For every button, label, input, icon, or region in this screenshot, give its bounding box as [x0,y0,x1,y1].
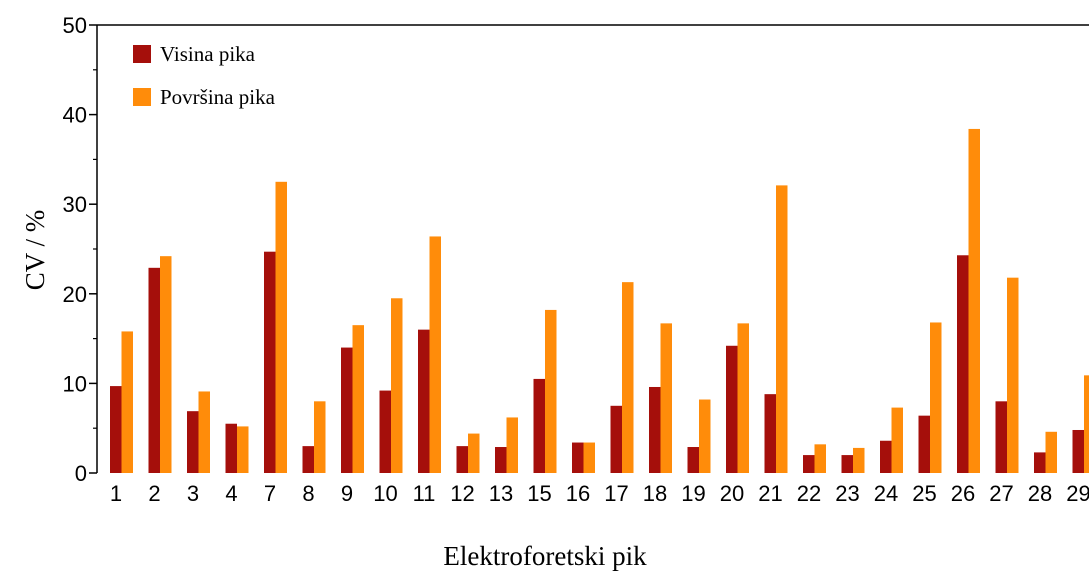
bar [764,394,776,473]
bar [418,329,430,473]
bar [1034,452,1046,473]
x-tick-label: 16 [566,481,590,506]
bar [391,298,403,473]
x-tick-label: 4 [225,481,237,506]
bar [225,423,237,473]
x-tick-label: 25 [912,481,936,506]
x-tick-label: 10 [373,481,397,506]
x-axis-title: Elektroforetski pik [443,541,647,571]
y-tick-label: 50 [63,13,87,38]
bar [429,236,441,473]
x-tick-label: 21 [758,481,782,506]
x-tick-label: 28 [1028,481,1052,506]
bar [968,128,980,473]
x-tick-label: 26 [951,481,975,506]
bar [699,399,711,473]
y-tick-label: 40 [63,103,87,128]
bar [352,325,364,473]
y-tick-label: 30 [63,192,87,217]
bar [726,345,738,473]
legend-swatch [133,45,151,63]
x-tick-label: 13 [489,481,513,506]
bar [341,347,353,473]
bar [610,405,622,473]
bar [456,446,468,473]
bar [957,255,969,473]
bar [930,322,942,473]
bar [583,442,595,473]
bar [572,442,584,473]
bar [737,323,749,473]
x-tick-label: 8 [302,481,314,506]
x-tick-label: 24 [874,481,898,506]
bar [495,447,507,473]
bar [302,446,314,473]
bar [622,282,634,473]
y-axis-title: CV / % [20,210,50,291]
bar [187,411,199,473]
bar [1072,429,1084,473]
x-tick-label: 29 [1066,481,1089,506]
x-tick-label: 20 [720,481,744,506]
bar [545,309,557,473]
x-tick-label: 19 [681,481,705,506]
bar [687,447,699,473]
bar [314,401,326,473]
x-tick-label: 11 [413,481,436,506]
legend-label: Površina pika [160,85,276,109]
x-tick-label: 1 [110,481,122,506]
x-tick-label: 3 [187,481,199,506]
y-tick-label: 10 [63,371,87,396]
bar [110,386,122,473]
bar [814,444,826,473]
bar [264,251,276,473]
bar [275,181,287,474]
bar [1045,431,1057,473]
bar [803,455,815,473]
legend-swatch [133,88,151,106]
x-tick-label: 22 [797,481,821,506]
bar [660,323,672,473]
x-tick-label: 7 [264,481,276,506]
bar [160,256,172,473]
bar [891,407,903,473]
bar [506,417,518,473]
x-tick-label: 27 [989,481,1013,506]
bar [841,455,853,473]
bar [198,391,210,473]
bar [379,390,391,473]
y-tick-label: 0 [75,461,87,486]
bar [237,426,249,473]
bar [918,415,930,473]
bar [1007,277,1019,473]
x-tick-label: 9 [341,481,353,506]
y-tick-label: 20 [63,282,87,307]
x-tick-label: 12 [450,481,474,506]
bar [148,267,160,473]
bar [776,185,788,473]
x-tick-label: 2 [148,481,160,506]
x-tick-label: 17 [604,481,628,506]
bar [468,433,480,473]
x-tick-label: 18 [643,481,667,506]
bar [649,386,661,473]
bar [995,401,1007,473]
x-tick-label: 23 [835,481,859,506]
x-tick-label: 15 [527,481,551,506]
bar [533,378,545,473]
bar [880,440,892,473]
bar [121,331,133,473]
legend-label: Visina pika [160,42,256,66]
bar [853,447,865,473]
bar [1084,375,1089,473]
